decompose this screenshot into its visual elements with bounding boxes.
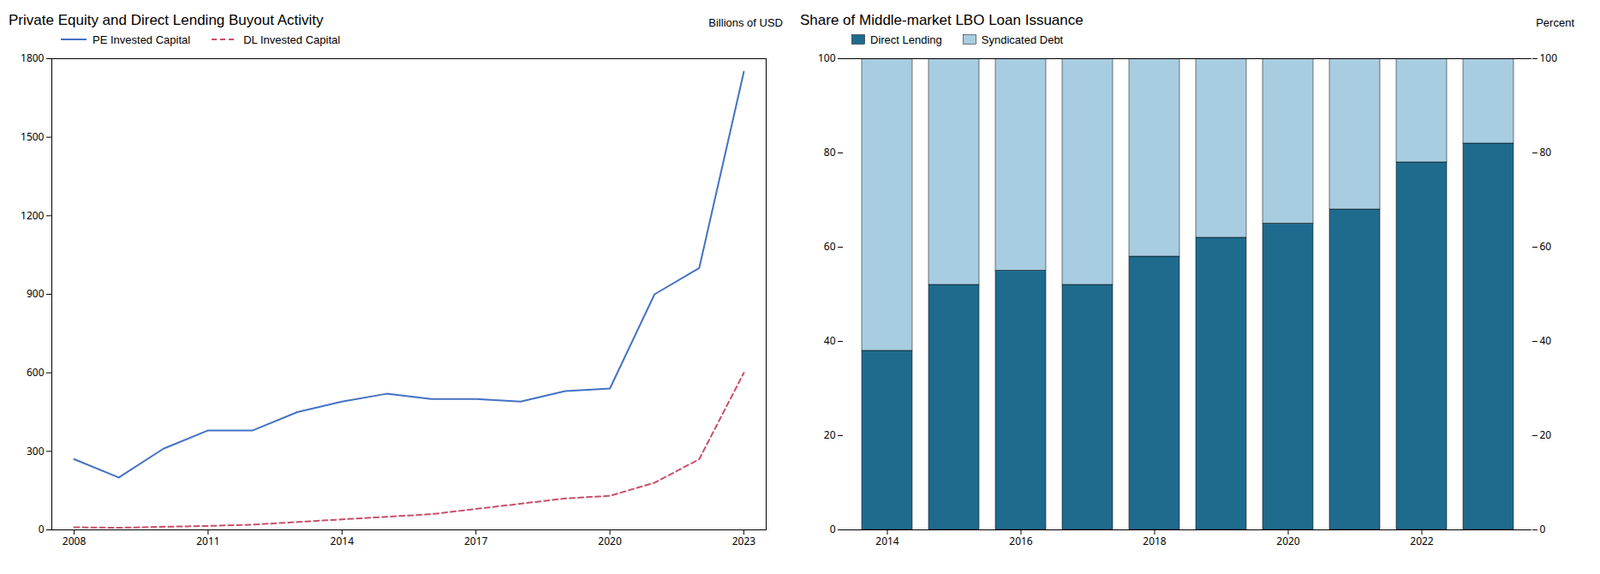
svg-text:2011: 2011 [196,533,220,549]
svg-text:100: 100 [817,50,836,66]
svg-text:80: 80 [823,144,836,160]
svg-text:100: 100 [1540,50,1559,66]
html-text:Syndicated Debt: Syndicated Debt [981,32,1064,46]
svg-text:900: 900 [26,286,45,301]
html-text:DL Invested Capital: DL Invested Capital [243,32,341,46]
svg-text:80: 80 [1540,144,1553,160]
html-text:Share of Middle-market LBO Loa: Share of Middle-market LBO Loan Issuance [800,11,1084,29]
svg-text:0: 0 [829,521,836,537]
html-text:Private Equity and Direct Lend: Private Equity and Direct Lending Buyout… [8,11,324,29]
svg-text:2014: 2014 [330,533,355,549]
svg-text:2022: 2022 [1409,533,1434,549]
html-text:Direct Lending: Direct Lending [870,32,943,46]
svg-text:2020: 2020 [597,533,622,549]
svg-text:0: 0 [38,521,45,537]
svg-text:600: 600 [26,364,45,380]
svg-text:2020: 2020 [1276,533,1301,549]
svg-text:2023: 2023 [732,533,757,549]
html-text:Percent: Percent [1535,16,1575,30]
svg-text:2018: 2018 [1142,533,1167,549]
svg-text:60: 60 [823,238,836,254]
html-text:Billions of USD: Billions of USD [708,16,783,30]
svg-text:2014: 2014 [875,533,900,549]
svg-text:20: 20 [1540,427,1553,442]
svg-text:20: 20 [823,427,836,442]
svg-text:40: 40 [823,333,836,348]
svg-text:40: 40 [1540,333,1553,348]
html-text:PE Invested Capital: PE Invested Capital [92,32,191,46]
svg-text:1800: 1800 [20,50,45,66]
svg-text:0: 0 [1540,521,1547,537]
svg-text:300: 300 [26,443,45,459]
svg-text:1500: 1500 [20,129,45,144]
svg-text:60: 60 [1540,238,1553,254]
svg-text:2016: 2016 [1008,533,1033,549]
svg-text:1200: 1200 [20,208,45,223]
svg-text:2008: 2008 [62,533,87,549]
svg-text:2017: 2017 [464,533,489,549]
